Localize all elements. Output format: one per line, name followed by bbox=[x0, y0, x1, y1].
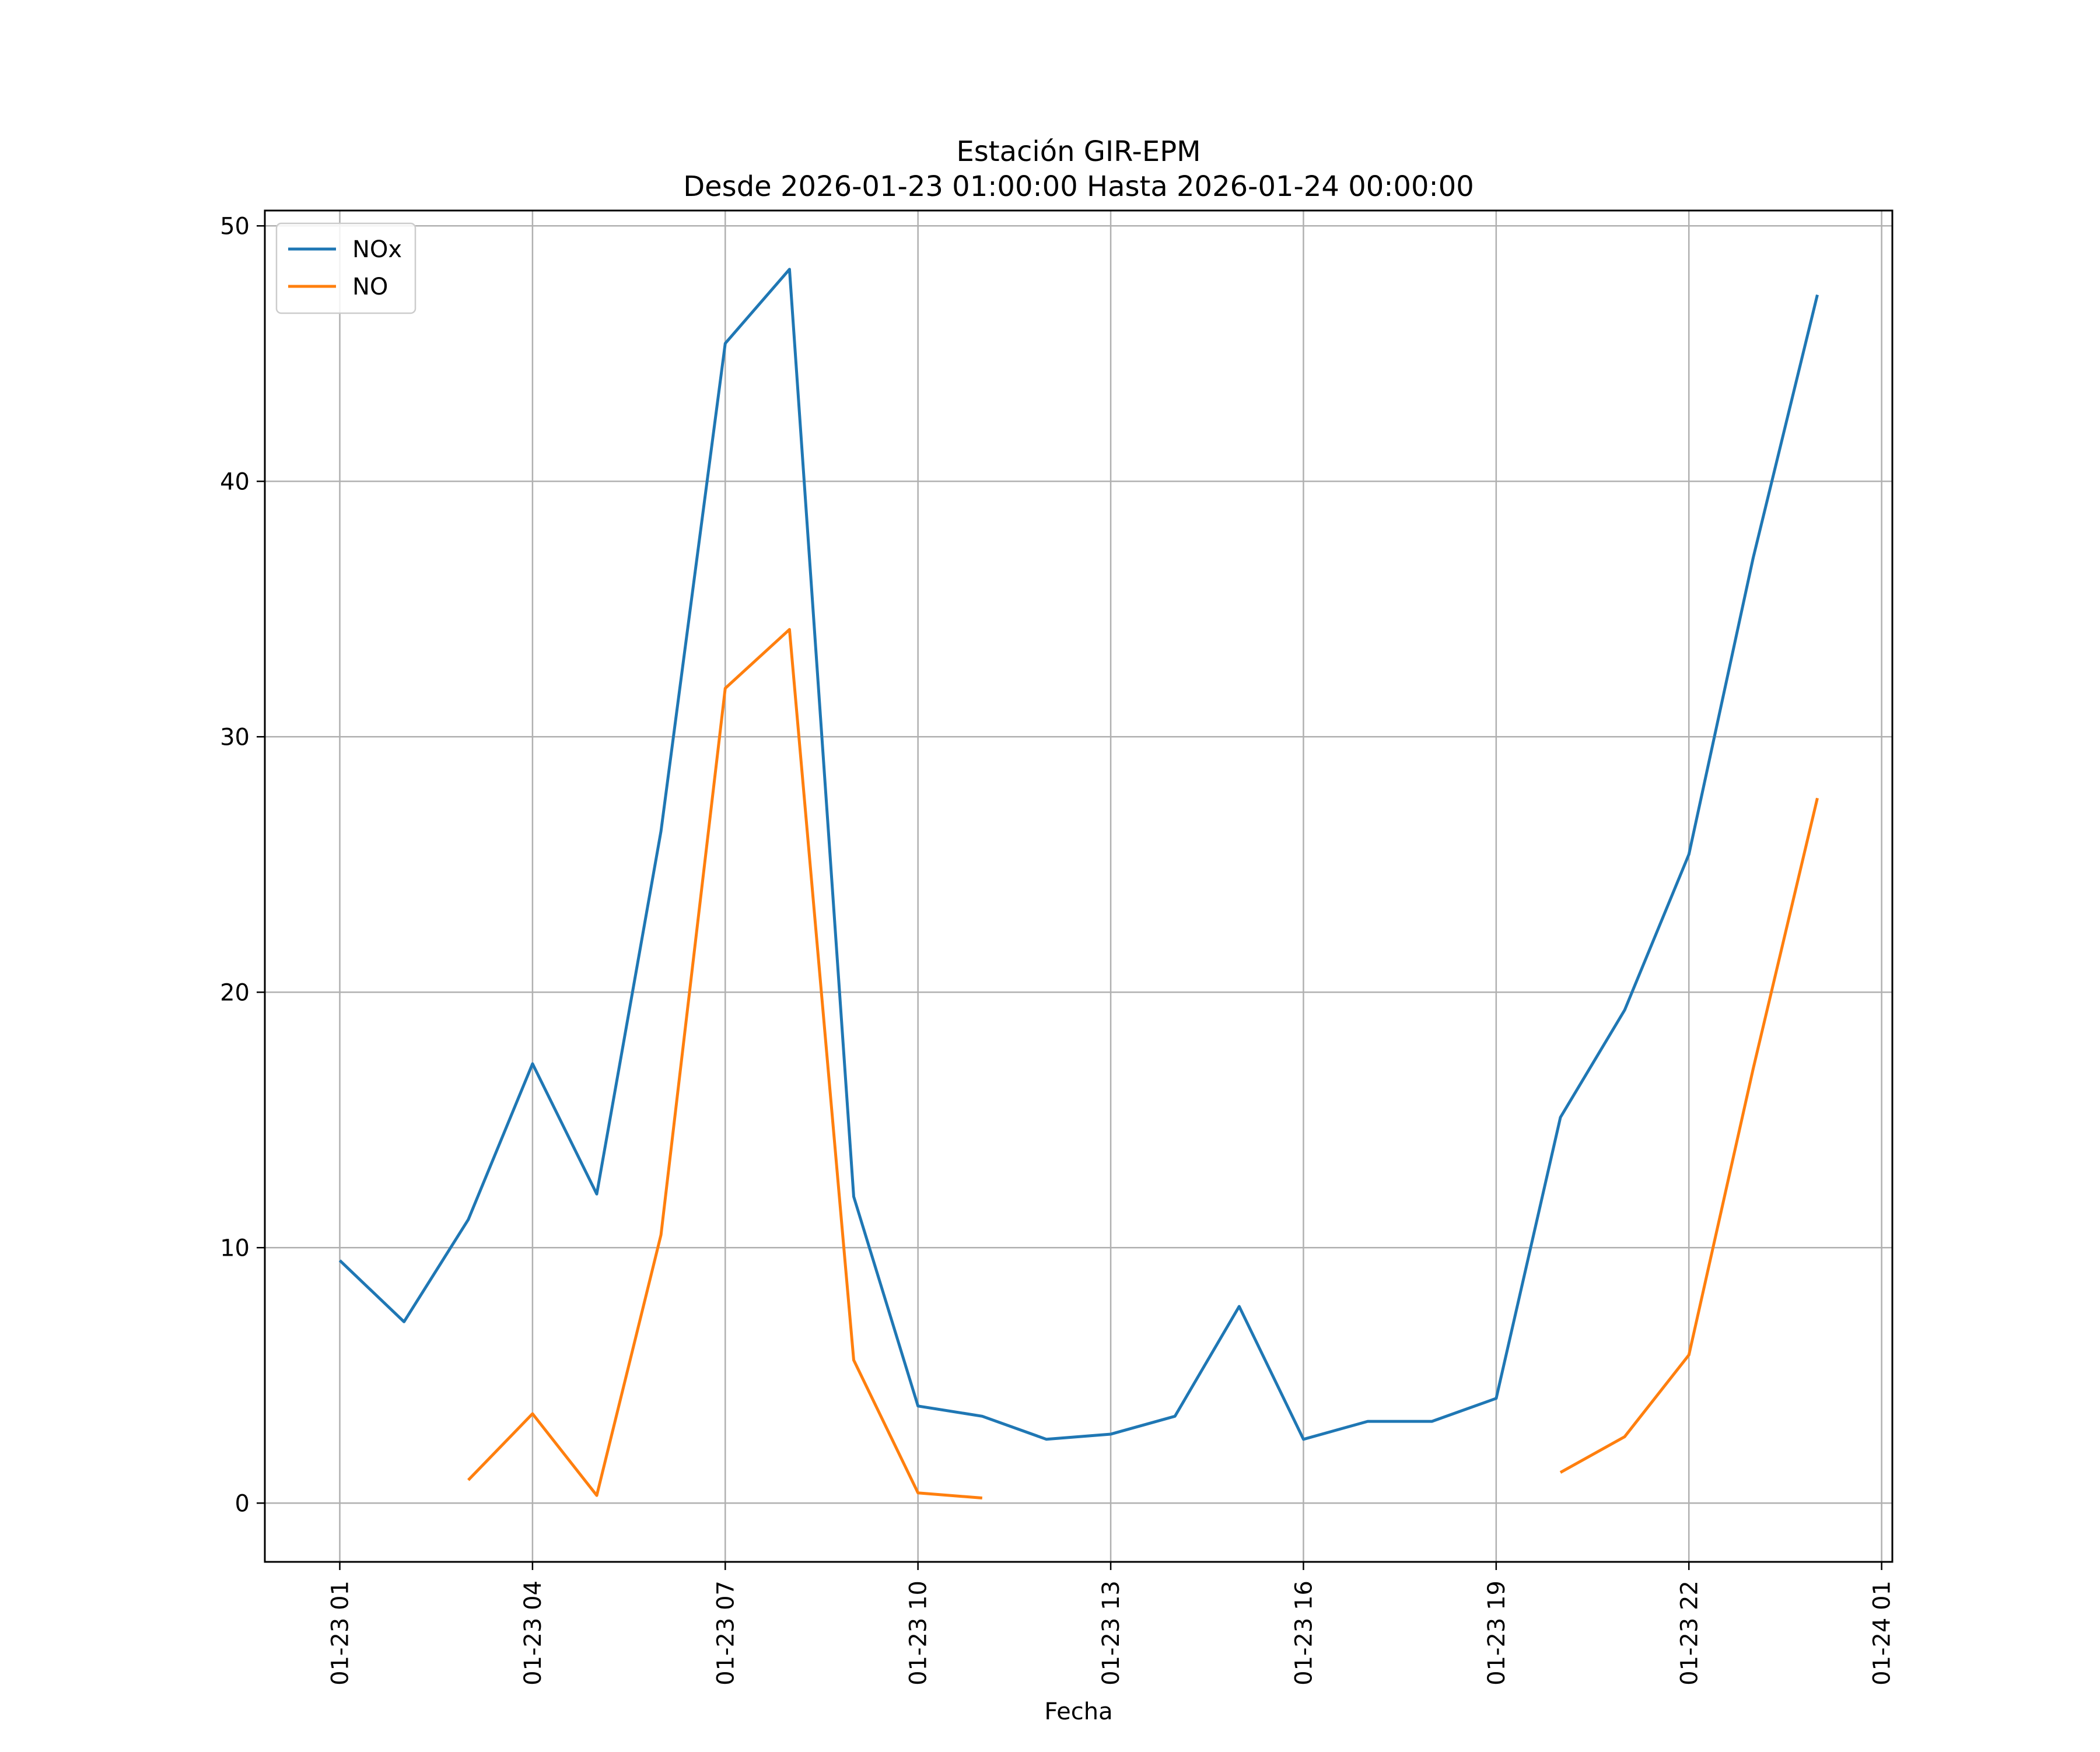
series-line-nox bbox=[340, 269, 1818, 1439]
x-tick-label: 01-23 10 bbox=[905, 1581, 932, 1686]
plot-frame bbox=[265, 211, 1892, 1562]
x-axis-label: Fecha bbox=[1044, 1698, 1112, 1725]
y-tick-label: 10 bbox=[220, 1235, 250, 1262]
y-tick-label: 30 bbox=[220, 724, 250, 751]
y-tick-label: 0 bbox=[235, 1490, 250, 1517]
x-tick-label: 01-23 01 bbox=[327, 1581, 354, 1686]
y-tick-label: 40 bbox=[220, 468, 250, 495]
chart-subtitle: Desde 2026-01-23 01:00:00 Hasta 2026-01-… bbox=[683, 170, 1474, 203]
x-tick-label: 01-23 07 bbox=[712, 1581, 739, 1686]
x-tick-label: 01-23 22 bbox=[1676, 1581, 1703, 1686]
y-tick-label: 20 bbox=[220, 979, 250, 1006]
x-tick-label: 01-23 13 bbox=[1098, 1581, 1125, 1686]
legend-label-nox: NOx bbox=[352, 236, 402, 263]
x-tick-label: 01-23 04 bbox=[520, 1581, 547, 1686]
y-tick-label: 50 bbox=[220, 213, 250, 240]
chart-title: Estación GIR-EPM bbox=[956, 135, 1200, 168]
x-tick-label: 01-24 01 bbox=[1869, 1581, 1896, 1686]
x-tick-label: 01-23 16 bbox=[1290, 1581, 1317, 1686]
legend-label-no: NO bbox=[352, 274, 388, 300]
x-tick-label: 01-23 19 bbox=[1483, 1581, 1510, 1686]
